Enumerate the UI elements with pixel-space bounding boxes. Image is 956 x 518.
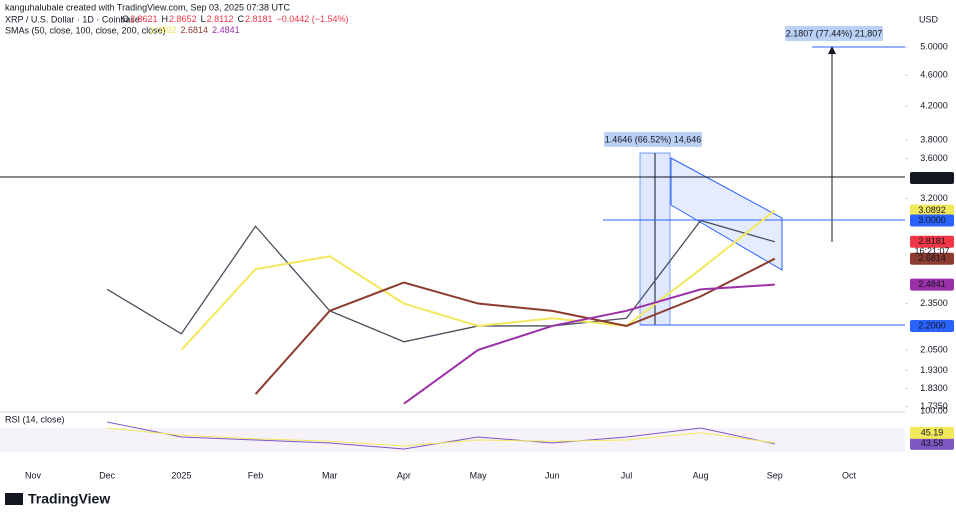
sma-label: SMAs (50, close, 100, close, 200, close) [5,25,166,35]
y-tick-label: 1.7350 [920,401,948,411]
x-tick-label: Jun [545,470,560,480]
y-tick-label: 3.2000 [920,193,948,203]
x-tick-label: Mar [322,470,338,480]
rsi-top-label: 100.00 [920,405,948,415]
arrowhead [828,46,836,54]
price-tag-label: 3.4002 [918,172,946,182]
legend-value: −0.0442 (−1.54%) [276,14,348,24]
price-tag [910,252,954,265]
x-tick-label: Oct [842,470,857,480]
legend-value: C [237,14,244,24]
y-tick-label: 2.0500 [920,344,948,354]
legend-value: 2.6814 [181,25,209,35]
legend-bg [0,0,300,40]
annotation-box [785,26,883,41]
y-tick-label: 4.2000 [920,101,948,111]
legend-value: 2.8621 [130,14,158,24]
price-tag-label: 3.0892 [918,205,946,215]
y-tick-label: 3.8000 [920,135,948,145]
legend-value: O [122,14,129,24]
x-tick-label: Dec [99,470,116,480]
y-tick-label: 5.0000 [920,41,948,51]
legend-value: 3.0892 [149,25,177,35]
x-tick-label: Sep [767,470,783,480]
y-tick-label: 1.9300 [920,365,948,375]
legend-value: 2.8112 [207,14,234,24]
credit: kanguhalubale created with TradingView.c… [5,2,291,12]
rsi-tag [910,426,954,439]
countdown: 16:21:07 [914,246,949,256]
x-tick-label: May [470,470,488,480]
y-tick-label: 2.3500 [920,298,948,308]
symbol: XRP / U.S. Dollar · 1D · Coinbase [5,14,140,24]
y-tick-label: 3.6000 [920,153,948,163]
price-tag-label: 2.2000 [918,320,946,330]
brand: TradingView [28,491,110,507]
x-tick-label: Nov [25,470,42,480]
x-tick-label: 2025 [171,470,191,480]
series-line [180,209,776,351]
channel [670,157,783,271]
price-tag [910,214,954,227]
annotation: 2.1807 (77.44%) 21,807 [786,28,883,38]
legend-value: 2.8181 [245,14,273,24]
rsi-tag-label: 43.58 [921,438,944,448]
ohlc: O2.8621 H2.8652 L2.8112 C2.8181 −0.0442 (−1.… [122,14,349,24]
legend-value: L [201,14,206,24]
price-tag [910,319,954,332]
price-tag-label: 2.8181 [918,236,946,246]
price-tag [910,235,954,248]
rsi-title: RSI (14, close) [5,414,65,424]
price-tag-label: 3.0000 [918,215,946,225]
sma-values: 3.0892 2.6814 2.4841 [149,25,240,35]
rsi-tag-label: 45.19 [921,427,944,437]
series-line [106,219,775,343]
rsi-tag [910,437,954,450]
legend-value: 2.4841 [212,25,240,35]
logo [5,493,23,505]
x-tick-label: Feb [248,470,264,480]
price-tag-label: 2.4841 [918,279,946,289]
currency: USD [919,14,939,24]
series-line [107,427,775,447]
y-tick-label: 1.8300 [920,383,948,393]
annotation-box [604,132,702,147]
x-tick-label: Aug [693,470,709,480]
legend-value: H [162,14,169,24]
series-line [254,257,776,395]
price-tag-label: 2.6814 [918,253,946,263]
rsi-band [0,428,905,452]
price-tag [910,278,954,291]
price-tag [910,171,954,184]
legend-value: 2.8652 [169,14,197,24]
price-tag [910,204,954,217]
annotation: 1.4646 (66.52%) 14,646 [605,134,702,144]
y-tick-label: 4.6000 [920,70,948,80]
x-tick-label: Jul [621,470,633,480]
x-tick-label: Apr [397,470,411,480]
series-line [403,283,775,405]
